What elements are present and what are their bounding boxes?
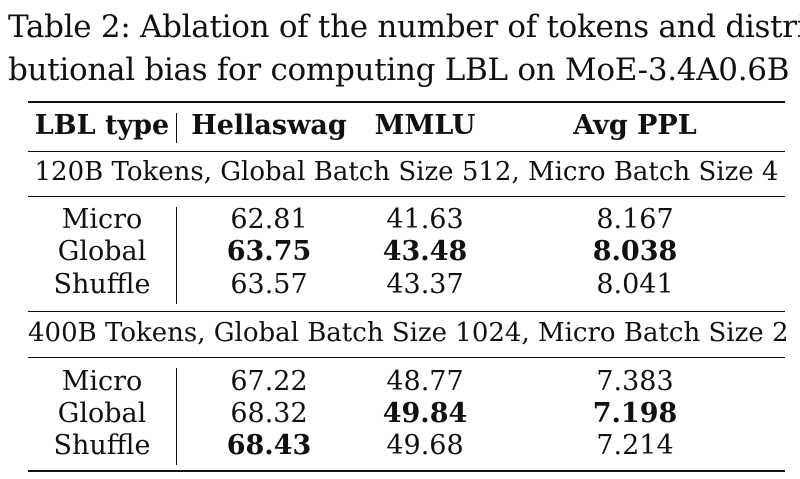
cell-mmlu: 49.68: [386, 430, 464, 461]
cell-mmlu-best: 43.48: [382, 236, 468, 267]
header-hellaswag: Hellaswag: [191, 110, 347, 141]
caption-line-2: butional bias for computing LBL on MoE-3…: [8, 52, 800, 88]
row-label: Global: [57, 236, 147, 267]
row-label: Shuffle: [53, 269, 151, 300]
header-avg-ppl: Avg PPL: [573, 110, 697, 141]
cell-avg-ppl-best: 7.198: [592, 398, 678, 429]
header-lbl-type: LBL type: [34, 110, 170, 141]
header-divider: [176, 113, 177, 143]
cell-avg-ppl: 8.167: [596, 204, 674, 235]
header-rule: [28, 151, 785, 152]
cell-mmlu: 41.63: [386, 204, 464, 235]
cell-hellaswag: 67.22: [230, 366, 308, 397]
cell-avg-ppl: 7.214: [596, 430, 674, 461]
group-1-title: 120B Tokens, Global Batch Size 512, Micr…: [34, 157, 779, 187]
cell-hellaswag-best: 63.75: [226, 236, 312, 267]
cell-mmlu: 43.37: [386, 269, 464, 300]
cell-avg-ppl: 7.383: [596, 366, 674, 397]
cell-avg-ppl-best: 8.038: [592, 236, 678, 267]
cell-avg-ppl: 8.041: [596, 269, 674, 300]
row-label: Micro: [61, 366, 143, 397]
row-label: Global: [57, 398, 147, 429]
cell-hellaswag: 62.81: [230, 204, 308, 235]
group-separator-rule: [28, 311, 785, 312]
table-caption: Table 2: Ablation of the number of token…: [8, 6, 800, 92]
group-1-divider: [176, 207, 177, 304]
cell-hellaswag: 68.32: [230, 398, 308, 429]
group-2-divider: [176, 368, 177, 465]
caption-line-1: Table 2: Ablation of the number of token…: [8, 9, 800, 45]
bottom-rule: [28, 470, 785, 472]
group-2-title: 400B Tokens, Global Batch Size 1024, Mic…: [28, 318, 789, 348]
cell-mmlu-best: 49.84: [382, 398, 468, 429]
cell-mmlu: 48.77: [386, 366, 464, 397]
top-rule: [28, 101, 785, 103]
row-label: Micro: [61, 204, 143, 235]
row-label: Shuffle: [53, 430, 151, 461]
header-mmlu: MMLU: [374, 110, 476, 141]
cell-hellaswag: 63.57: [230, 269, 308, 300]
group-1-rule: [28, 196, 785, 197]
group-2-rule: [28, 357, 785, 358]
cell-hellaswag-best: 68.43: [226, 430, 312, 461]
